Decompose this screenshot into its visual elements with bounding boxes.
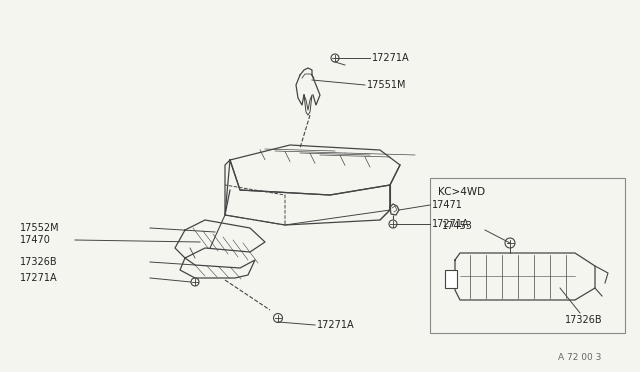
Text: 17271A: 17271A [432, 219, 470, 229]
Text: KC>4WD: KC>4WD [438, 187, 485, 197]
Bar [445, 270, 457, 288]
Text: 17552M: 17552M [20, 223, 60, 233]
Text: 17470: 17470 [20, 235, 51, 245]
Text: 17271A: 17271A [20, 273, 58, 283]
Text: 17326B: 17326B [20, 257, 58, 267]
Text: A 72 00 3: A 72 00 3 [558, 353, 602, 362]
Text: 17551M: 17551M [367, 80, 406, 90]
Text: 17326B: 17326B [565, 315, 603, 325]
Text: 17453: 17453 [442, 221, 473, 231]
FancyBboxPatch shape [430, 178, 625, 333]
Text: 17471: 17471 [432, 200, 463, 210]
Text: 17271A: 17271A [317, 320, 355, 330]
Text: 17271A: 17271A [372, 53, 410, 63]
